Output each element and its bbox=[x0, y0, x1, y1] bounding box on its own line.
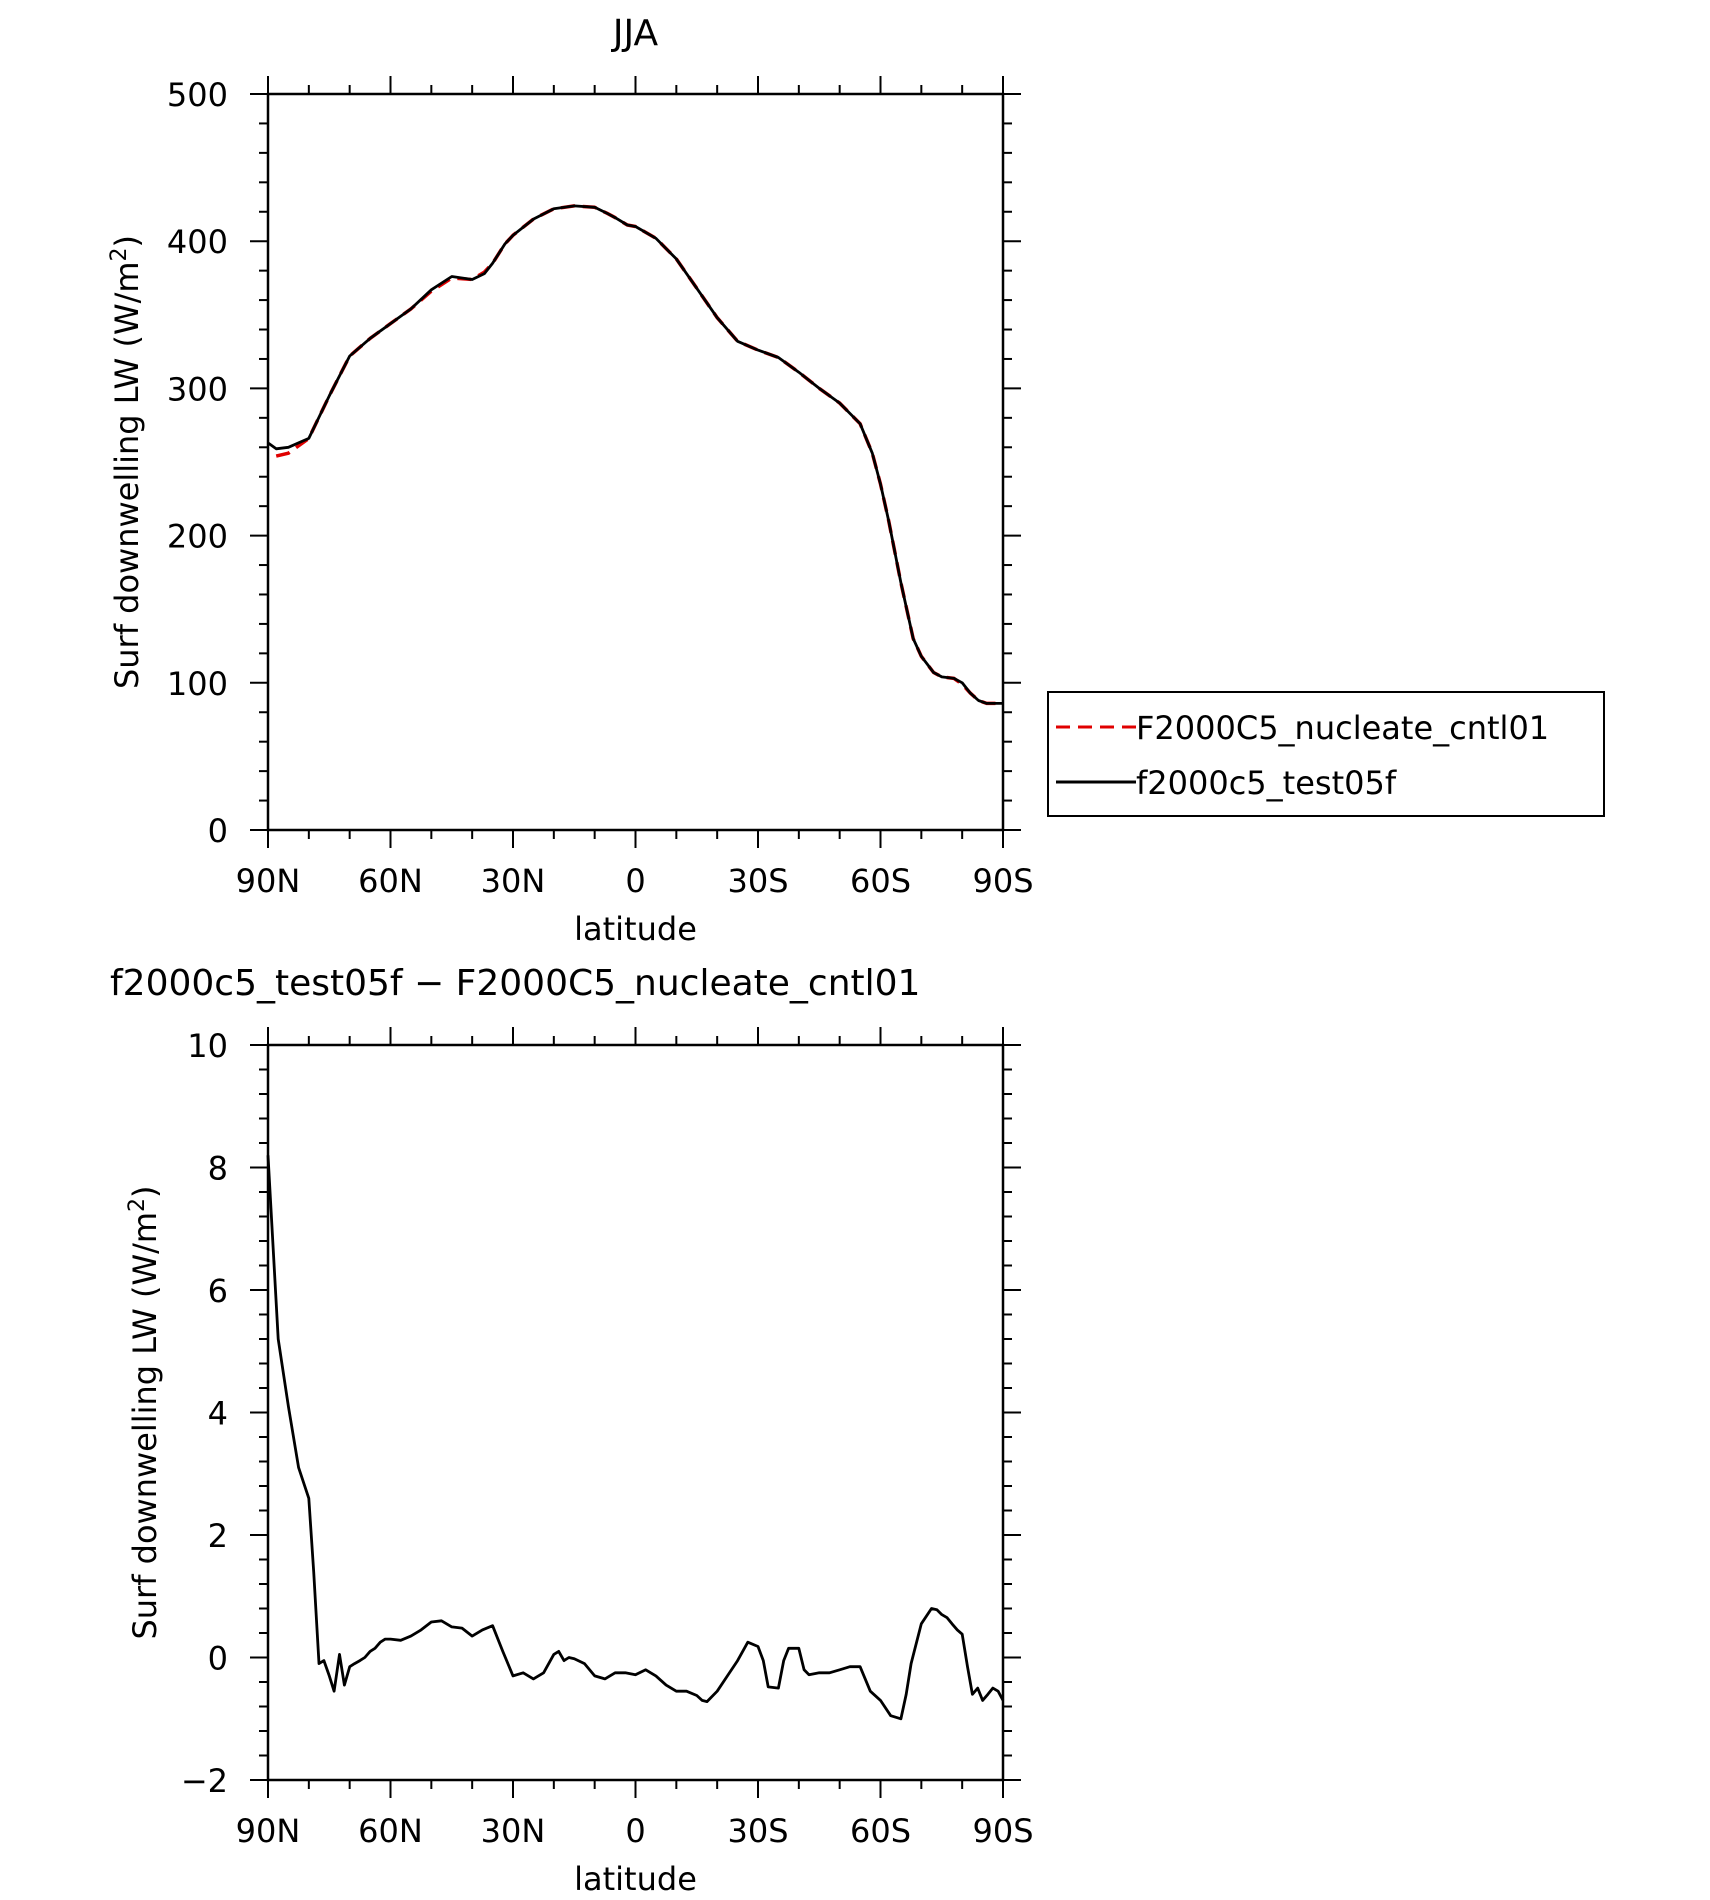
x-axis-label: latitude bbox=[574, 1860, 697, 1898]
y-tick-label: 4 bbox=[208, 1395, 228, 1433]
x-tick-label: 90S bbox=[972, 1812, 1033, 1850]
x-tick-label: 90N bbox=[236, 862, 301, 900]
x-tick-label: 90N bbox=[236, 1812, 301, 1850]
y-tick-label: 6 bbox=[208, 1272, 228, 1310]
legend-box bbox=[1047, 691, 1605, 817]
x-tick-label: 0 bbox=[625, 862, 645, 900]
y-tick-label: 400 bbox=[167, 223, 228, 261]
series-line-F2000C5_nucleate_cntl01 bbox=[275, 204, 1003, 706]
x-tick-label: 60N bbox=[358, 1812, 423, 1850]
legend-label: f2000c5_test05f bbox=[1136, 764, 1397, 802]
y-tick-label: 10 bbox=[187, 1027, 228, 1065]
legend: F2000C5_nucleate_cntl01 f2000c5_test05f bbox=[1047, 691, 1605, 817]
y-axis-label: Surf downwelling LW (W/m2) bbox=[107, 235, 146, 689]
y-tick-label: 8 bbox=[208, 1150, 228, 1188]
y-tick-label: 2 bbox=[208, 1517, 228, 1555]
x-tick-label: 60S bbox=[850, 1812, 911, 1850]
y-tick-label: 300 bbox=[167, 370, 228, 408]
x-tick-label: 0 bbox=[625, 1812, 645, 1850]
chart-title: f2000c5_test05f − F2000C5_nucleate_cntl0… bbox=[110, 963, 920, 1004]
x-tick-label: 30N bbox=[481, 1812, 546, 1850]
y-tick-label: 100 bbox=[167, 665, 228, 703]
series-line-f2000c5_test05f bbox=[267, 204, 1003, 705]
x-tick-label: 30S bbox=[727, 1812, 788, 1850]
x-tick-label: 30S bbox=[727, 862, 788, 900]
x-tick-label: 30N bbox=[481, 862, 546, 900]
plot-frame bbox=[266, 1043, 1005, 1782]
y-tick-label: 0 bbox=[208, 812, 228, 850]
chart-title: JJA bbox=[611, 13, 659, 54]
y-tick-label: −2 bbox=[181, 1762, 228, 1800]
plot-frame bbox=[266, 92, 1005, 832]
y-tick-label: 500 bbox=[167, 76, 228, 114]
difference-chart: f2000c5_test05f − F2000C5_nucleate_cntl0… bbox=[110, 963, 1034, 1898]
x-tick-label: 90S bbox=[972, 862, 1033, 900]
y-tick-label: 200 bbox=[167, 518, 228, 556]
x-axis-label: latitude bbox=[574, 910, 697, 948]
difference-series-line bbox=[266, 1155, 1005, 1721]
top-chart: JJA 0 100 200 300 400 500 90N 60N 30N 0 30S 60S 90S la… bbox=[107, 13, 1605, 948]
x-tick-label: 60N bbox=[358, 862, 423, 900]
y-axis-label: Surf downwelling LW (W/m2) bbox=[125, 1185, 164, 1639]
legend-label: F2000C5_nucleate_cntl01 bbox=[1136, 709, 1549, 747]
x-tick-label: 60S bbox=[850, 862, 911, 900]
y-tick-label: 0 bbox=[208, 1640, 228, 1678]
